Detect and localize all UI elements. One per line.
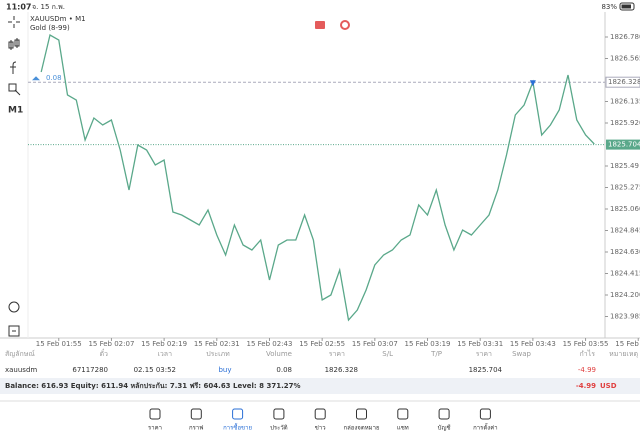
x-tick-label: 15 Feb 02:07 xyxy=(88,340,134,348)
y-tick-label: 1825.060 xyxy=(610,205,640,213)
nav-icon[interactable] xyxy=(397,408,409,420)
crosshair-tool[interactable] xyxy=(8,16,20,28)
nav-icon[interactable] xyxy=(356,408,367,420)
column-header: กำไร xyxy=(580,349,596,358)
nav-icon[interactable] xyxy=(190,408,202,420)
price-line xyxy=(40,34,595,322)
nav-label[interactable]: กล่องจดหมาย xyxy=(343,425,379,432)
nav-label[interactable]: แชท xyxy=(397,425,409,432)
battery-fill xyxy=(621,4,631,9)
chart-type-tool[interactable] xyxy=(8,38,20,50)
nav-icon[interactable] xyxy=(273,408,285,420)
y-tick-label: 1826.780 xyxy=(610,33,640,41)
cell-current-price[interactable]: 1825.704 xyxy=(469,366,503,374)
x-tick-label: 15 Feb 04:07 xyxy=(615,340,640,348)
nav-label[interactable]: การซื้อขาย xyxy=(223,422,252,432)
buy-button[interactable] xyxy=(340,20,350,30)
nav-icon[interactable] xyxy=(438,408,450,420)
nav-label[interactable]: ราคา xyxy=(148,425,162,432)
column-header: Swap xyxy=(512,350,531,358)
y-tick-label: 1824.845 xyxy=(610,227,640,235)
x-tick-label: 15 Feb 02:43 xyxy=(247,340,293,348)
entry-marker xyxy=(529,80,536,87)
nav-label[interactable]: บัญชี xyxy=(438,424,451,432)
y-tick-label: 1824.200 xyxy=(610,291,640,299)
column-header: สัญลักษณ์ xyxy=(5,350,35,358)
total-profit: -4.99 xyxy=(576,382,596,390)
chart-subtitle: Gold (8-99) xyxy=(30,24,70,32)
x-tick-label: 15 Feb 03:19 xyxy=(405,340,451,348)
y-tick-label: 1826.135 xyxy=(610,98,640,106)
nav-icon[interactable] xyxy=(232,408,244,420)
x-tick-label: 15 Feb 03:43 xyxy=(510,340,556,348)
cell-ticket[interactable]: 67117280 xyxy=(72,366,108,374)
column-header: หมายเหตุ xyxy=(609,350,638,358)
column-header: ราคา xyxy=(476,350,492,358)
x-tick-label: 15 Feb 02:19 xyxy=(141,340,187,348)
column-header: เวลา xyxy=(157,350,172,358)
column-header: T/P xyxy=(430,350,442,358)
battery-icon xyxy=(619,2,635,11)
nav-label[interactable]: ข่าว xyxy=(315,425,326,432)
column-header: Volume xyxy=(266,350,292,358)
y-tick-label: 1825.275 xyxy=(610,184,640,192)
left-toolbar[interactable] xyxy=(8,16,21,337)
y-tick-label: 1824.630 xyxy=(610,248,640,256)
sell-button[interactable] xyxy=(315,21,325,29)
cell-time[interactable]: 02.15 03:52 xyxy=(134,366,176,374)
nav-icon[interactable] xyxy=(479,408,491,420)
nav-label[interactable]: การตั้งค่า xyxy=(473,422,497,432)
bid-price-label: 1825.704 xyxy=(608,141,640,149)
chart-title: XAUUSDm • M1 xyxy=(30,15,86,23)
objects-tool[interactable] xyxy=(8,83,21,96)
y-tick-label: 1824.415 xyxy=(610,270,640,278)
column-header: ประเภท xyxy=(206,350,230,358)
cell-price[interactable]: 1826.328 xyxy=(325,366,358,374)
chart-search-tool[interactable] xyxy=(8,301,20,313)
summary-bar xyxy=(0,378,640,394)
cell-type[interactable]: buy xyxy=(218,366,231,374)
timeframe-button[interactable]: M1 xyxy=(8,106,23,116)
column-header: ราคา xyxy=(329,350,345,358)
position-price-box xyxy=(605,76,640,88)
column-header: ตั๋ว xyxy=(100,349,109,358)
clock: 11:07 xyxy=(6,3,31,12)
x-tick-label: 15 Feb 03:55 xyxy=(563,340,609,348)
nav-icon[interactable] xyxy=(314,408,326,420)
column-header: S/L xyxy=(382,350,393,358)
y-tick-label: 1825.920 xyxy=(610,119,640,127)
position-volume-label: 0.08 xyxy=(46,74,62,82)
currency: USD xyxy=(600,382,617,390)
position-price-label: 1826.328 xyxy=(608,78,640,86)
x-tick-label: 15 Feb 03:31 xyxy=(457,340,503,348)
cell-symbol[interactable]: xauusdm xyxy=(5,366,37,374)
bid-price-box xyxy=(606,139,640,150)
account-summary: Balance: 616.93 Equity: 611.94 หลักประกั… xyxy=(5,382,300,390)
cell-volume[interactable]: 0.08 xyxy=(276,366,292,374)
cell-profit[interactable]: -4.99 xyxy=(578,366,596,374)
date: จ. 15 ก.พ. xyxy=(32,3,65,11)
y-tick-label: 1825.49 xyxy=(610,162,639,170)
x-tick-label: 15 Feb 01:55 xyxy=(36,340,82,348)
x-tick-label: 15 Feb 03:07 xyxy=(352,340,398,348)
position-arrow xyxy=(32,76,40,81)
indicator-tool[interactable] xyxy=(10,61,17,74)
nav-label[interactable]: ประวัติ xyxy=(270,425,288,432)
y-tick-label: 1823.985 xyxy=(610,313,640,321)
y-tick-label: 1826.565 xyxy=(610,55,640,63)
x-tick-label: 15 Feb 02:31 xyxy=(194,340,240,348)
x-tick-label: 15 Feb 02:55 xyxy=(299,340,345,348)
battery-level: 83% xyxy=(601,3,617,11)
nav-icon[interactable] xyxy=(149,408,161,420)
nav-label[interactable]: กราฟ xyxy=(189,425,203,432)
add-tool[interactable] xyxy=(8,325,20,337)
